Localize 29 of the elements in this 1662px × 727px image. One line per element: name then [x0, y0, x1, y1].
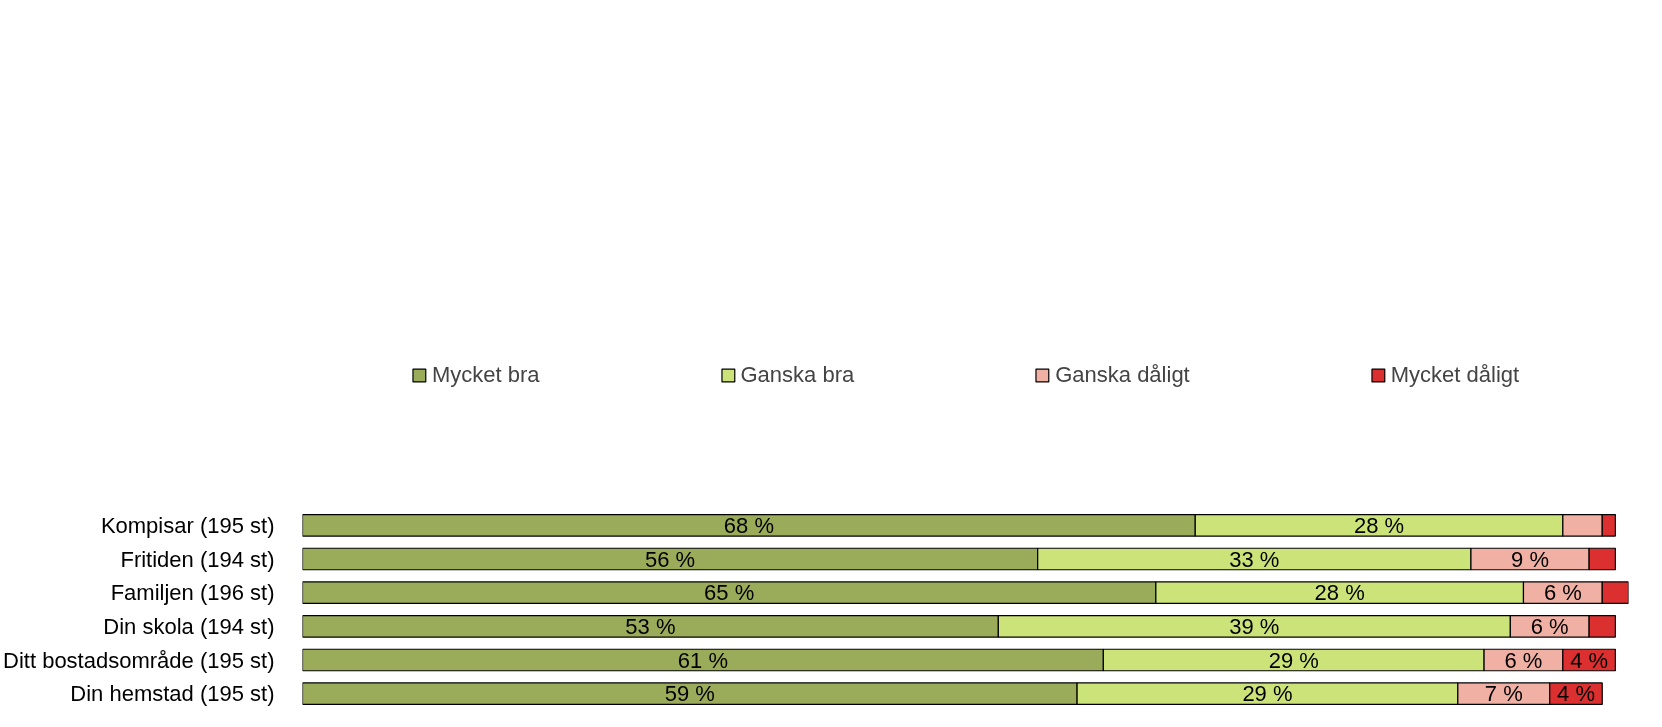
data-label: 53 %	[625, 613, 676, 639]
legend-label: Mycket bra	[431, 361, 540, 388]
data-label: 28 %	[1353, 512, 1405, 538]
data-label: 61 %	[677, 647, 729, 673]
data-label: 68 %	[723, 512, 774, 538]
y-tick-label: Kompisar (195 st)	[100, 512, 275, 538]
data-label: 39 %	[1229, 613, 1280, 639]
data-label: 65 %	[704, 580, 755, 606]
legend-label: Ganska bra	[740, 361, 855, 388]
y-tick-label: Din skola (194 st)	[103, 613, 275, 639]
legend-label: Mycket dåligt	[1390, 361, 1520, 388]
y-tick-label: Familjen (196 st)	[110, 580, 275, 606]
data-label: 6 %	[1504, 647, 1543, 673]
data-label: 28 %	[1314, 580, 1365, 606]
data-label: 59 %	[664, 681, 715, 707]
data-label: 6 %	[1530, 613, 1569, 639]
data-label: 6 %	[1543, 580, 1582, 606]
y-tick-label: Fritiden (194 st)	[120, 546, 275, 572]
data-label: 4 %	[1557, 681, 1595, 707]
data-label: 4 %	[1570, 647, 1609, 673]
y-tick-label: Din hemstad (195 st)	[70, 681, 275, 707]
data-label: 33 %	[1229, 546, 1280, 572]
legend-label: Ganska dåligt	[1055, 361, 1190, 388]
data-label: 29 %	[1242, 681, 1293, 707]
data-label: 7 %	[1484, 681, 1523, 707]
data-label: 9 %	[1511, 546, 1549, 572]
y-tick-label: Ditt bostadsområde (195 st)	[3, 647, 275, 673]
data-label: 29 %	[1268, 647, 1319, 673]
data-label: 56 %	[645, 546, 696, 572]
